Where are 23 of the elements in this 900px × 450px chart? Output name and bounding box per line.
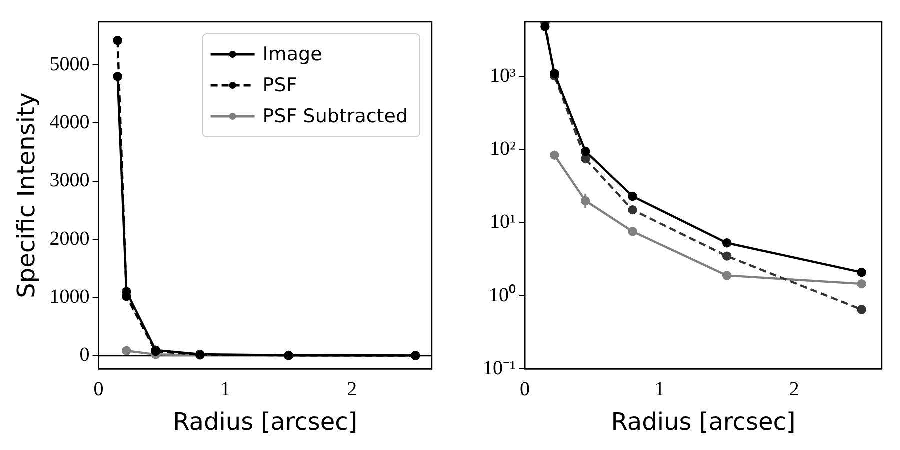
- y-tick-label: 10²: [490, 138, 516, 160]
- legend-label: PSF: [262, 74, 298, 96]
- y-tick-label: 10⁰: [488, 283, 516, 306]
- x-tick-label: 1: [654, 378, 665, 400]
- x-axis-title: Radius [arcsec]: [173, 408, 358, 436]
- y-tick-label: 2000: [50, 228, 90, 250]
- y-tick-label: 10¹: [490, 211, 516, 234]
- y-axis-title: Specific Intensity: [12, 92, 41, 298]
- y-tick-label: 0: [80, 344, 90, 366]
- y-tick-label: 1000: [50, 286, 90, 308]
- y-tick-label: 3000: [50, 170, 90, 192]
- legend-label: PSF Subtracted: [262, 105, 408, 128]
- x-tick-label: 2: [789, 378, 800, 400]
- x-tick-label: 2: [347, 378, 358, 400]
- y-tick-label: 4000: [50, 111, 90, 134]
- x-tick-label: 1: [220, 378, 230, 400]
- x-axis-title: Radius [arcsec]: [611, 408, 796, 436]
- x-tick-label: 0: [94, 378, 104, 400]
- y-tick-label: 10⁻¹: [482, 357, 516, 380]
- legend-label: Image: [262, 43, 322, 66]
- x-tick-label: 0: [520, 378, 530, 400]
- y-tick-label: 5000: [50, 53, 90, 76]
- y-tick-label: 10³: [490, 64, 516, 87]
